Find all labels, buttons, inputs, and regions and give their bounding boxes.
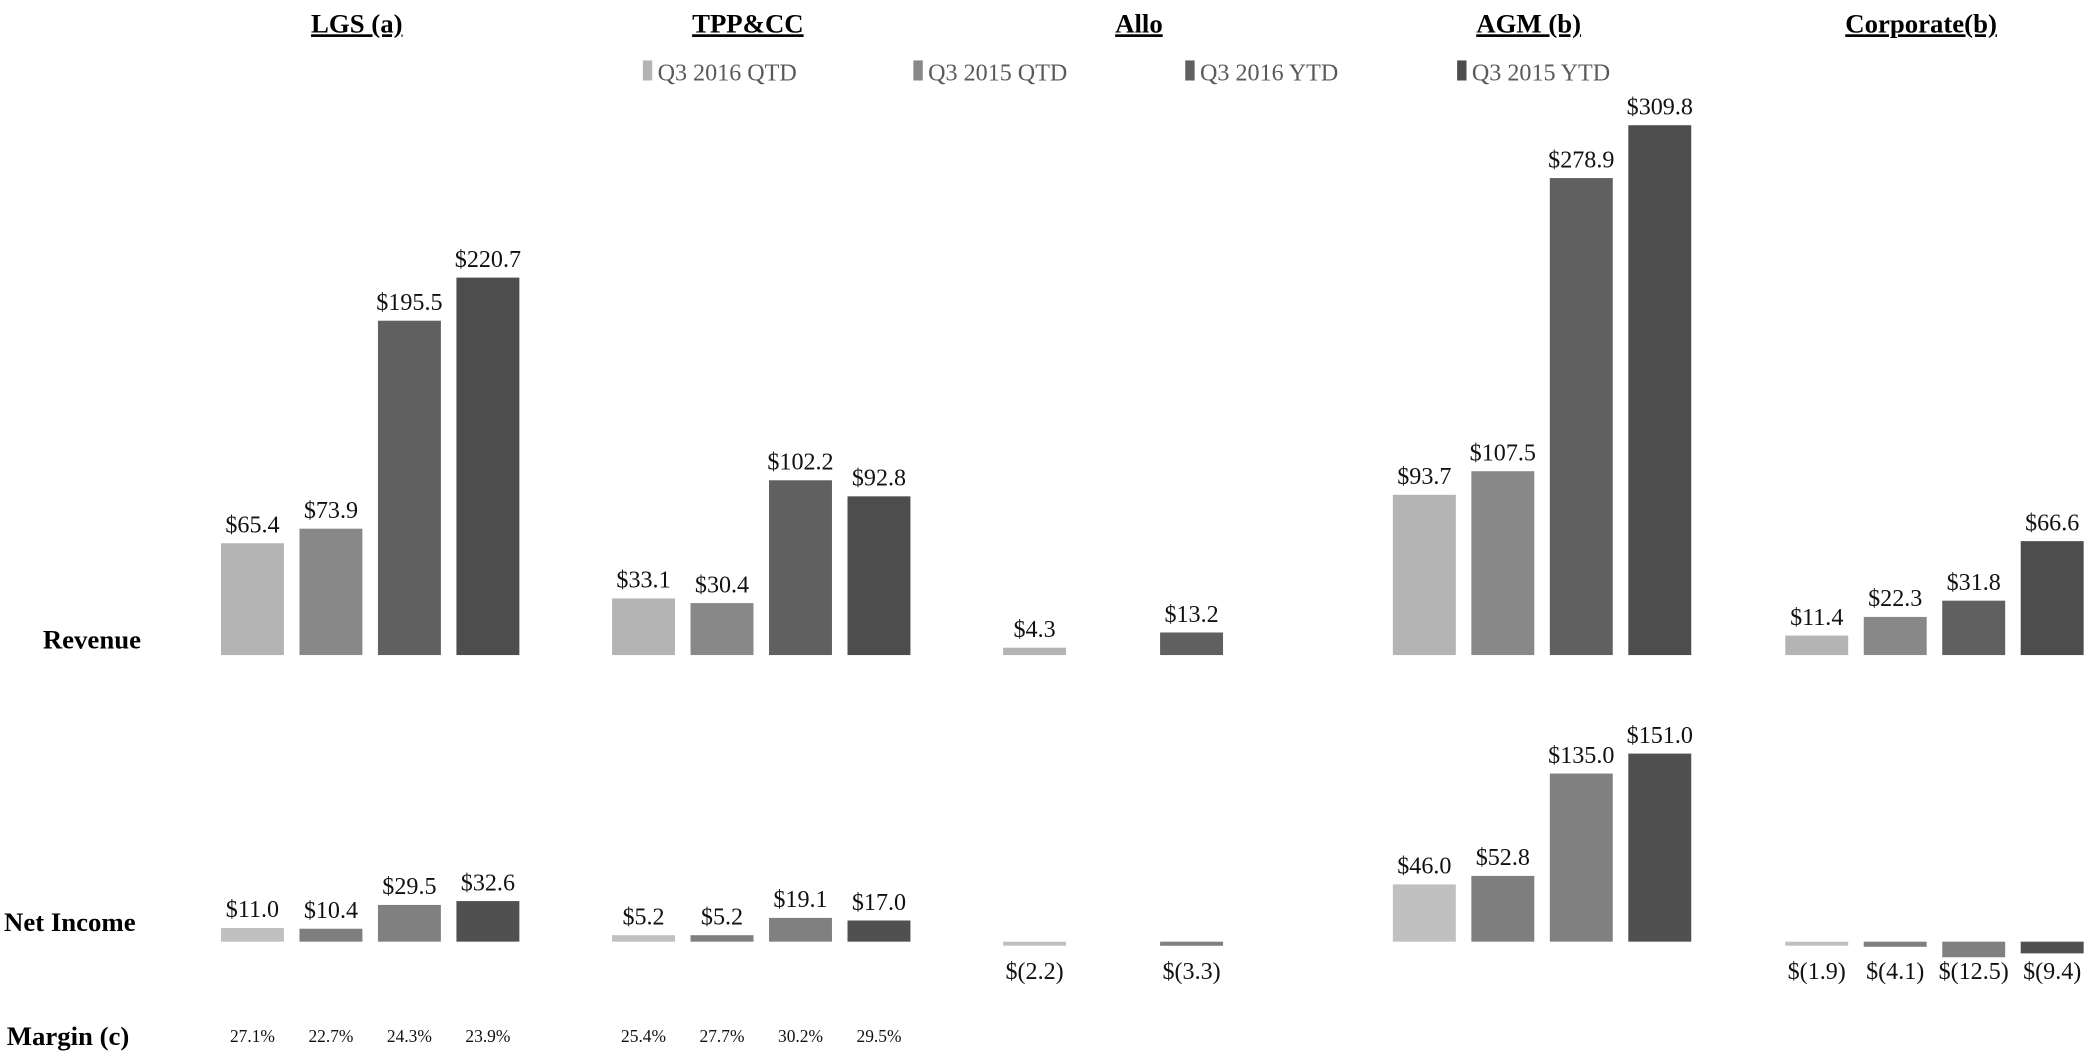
net-income-value-label: $151.0 (1627, 723, 1693, 749)
net-income-value-label: $19.1 (773, 887, 827, 913)
revenue-bar (1003, 647, 1067, 656)
revenue-bar (769, 480, 832, 656)
net-income-bar (769, 917, 832, 942)
revenue-value-label: $13.2 (1164, 602, 1218, 628)
net-income-bar (2020, 941, 2084, 954)
revenue-bar (377, 320, 441, 656)
net-income-bar (1392, 884, 1456, 942)
revenue-value-label: $107.5 (1470, 440, 1536, 466)
net-income-value-label: $(12.5) (1939, 959, 2009, 985)
legend-label: Q3 2016 YTD (1200, 61, 1338, 87)
net-income-value-label: $11.0 (226, 897, 279, 923)
net-income-bar (1471, 875, 1535, 942)
revenue-bar (1392, 494, 1456, 656)
revenue-value-label: $195.5 (376, 290, 442, 316)
revenue-value-label: $92.8 (852, 466, 906, 492)
revenue-value-label: $31.8 (1947, 570, 2001, 596)
segment-title: TPP&CC (692, 8, 804, 38)
legend-label: Q3 2015 YTD (1472, 61, 1610, 87)
segment-title: LGS (a) (311, 8, 402, 38)
net-income-value-label: $46.0 (1397, 854, 1451, 880)
net-income-value-label: $(9.4) (2023, 959, 2081, 985)
net-income-bar (1549, 773, 1613, 942)
revenue-bar (1549, 178, 1613, 656)
revenue-value-label: $220.7 (455, 247, 521, 273)
net-income-value-label: $17.0 (852, 890, 906, 916)
net-income-value-label: $5.2 (622, 904, 664, 930)
legend-swatch (1457, 60, 1467, 81)
margin-value: 29.5% (856, 1026, 901, 1046)
revenue-value-label: $33.1 (616, 568, 670, 594)
revenue-bar (847, 496, 911, 656)
net-income-value-label: $(2.2) (1005, 959, 1063, 985)
net-income-value-label: $52.8 (1476, 845, 1530, 871)
legend-swatch (642, 60, 653, 81)
net-income-value-label: $(4.1) (1866, 959, 1924, 985)
revenue-value-label: $93.7 (1397, 464, 1451, 490)
revenue-value-label: $65.4 (225, 512, 279, 538)
net-income-bar (456, 901, 520, 942)
margin-value: 25.4% (621, 1026, 666, 1046)
revenue-bar (2020, 541, 2084, 656)
net-income-value-label: $5.2 (701, 904, 743, 930)
revenue-bar (456, 277, 520, 656)
revenue-value-label: $22.3 (1868, 586, 1922, 612)
net-income-bar (377, 904, 441, 942)
revenue-value-label: $278.9 (1548, 147, 1614, 173)
revenue-value-label: $66.6 (2025, 510, 2079, 536)
margin-value: 22.7% (308, 1026, 353, 1046)
segment-title: AGM (b) (1476, 8, 1581, 38)
row-label-net-income: Net Income (4, 907, 136, 937)
revenue-bar (1471, 471, 1535, 656)
net-income-bar (847, 920, 911, 942)
row-label-margin: Margin (c) (7, 1021, 130, 1051)
revenue-bar (1628, 125, 1692, 656)
margin-value: 23.9% (465, 1026, 510, 1046)
margin-value: 27.7% (700, 1026, 745, 1046)
revenue-bar (1160, 632, 1224, 656)
revenue-bar (1863, 616, 1927, 656)
segment-title: Corporate(b) (1845, 8, 1997, 38)
net-income-value-label: $135.0 (1548, 743, 1614, 769)
revenue-value-label: $309.8 (1627, 95, 1693, 121)
revenue-bar (690, 603, 754, 656)
row-label-revenue: Revenue (43, 624, 141, 654)
revenue-bar (299, 528, 363, 656)
net-income-bar (1942, 941, 2006, 958)
segment-title: Allo (1115, 8, 1163, 38)
legend-swatch (1185, 60, 1195, 81)
legend-label: Q3 2015 QTD (928, 61, 1067, 87)
net-income-bar (690, 935, 754, 942)
margin-value: 24.3% (387, 1026, 432, 1046)
legend: Q3 2016 QTD Q3 2015 QTD Q3 2016 YTD Q3 2015… (642, 60, 1610, 87)
revenue-value-label: $73.9 (304, 498, 358, 524)
net-income-bar (1863, 941, 1927, 947)
margin-value: 30.2% (778, 1026, 823, 1046)
revenue-value-label: $102.2 (767, 450, 833, 476)
revenue-value-label: $11.4 (1790, 605, 1843, 631)
net-income-value-label: $29.5 (382, 874, 436, 900)
net-income-bar (220, 927, 284, 942)
net-income-value-label: $(1.9) (1788, 959, 1846, 985)
revenue-value-label: $4.3 (1014, 617, 1056, 643)
revenue-bar (1785, 635, 1849, 656)
net-income-bar (1628, 753, 1692, 942)
legend-swatch (913, 60, 923, 81)
revenue-bar (1942, 600, 2006, 656)
net-income-bar (1160, 941, 1224, 946)
net-income-value-label: $(3.3) (1162, 959, 1220, 985)
net-income-value-label: $10.4 (304, 898, 358, 924)
net-income-bar (299, 928, 363, 942)
legend-label: Q3 2016 QTD (658, 61, 797, 87)
revenue-value-label: $30.4 (695, 572, 749, 598)
net-income-bar (1785, 941, 1849, 946)
net-income-value-label: $32.6 (461, 870, 515, 896)
net-income-bar (612, 935, 675, 942)
revenue-bar (220, 543, 284, 656)
margin-value: 27.1% (230, 1026, 275, 1046)
net-income-bar (1003, 941, 1067, 946)
revenue-bar (612, 598, 675, 656)
